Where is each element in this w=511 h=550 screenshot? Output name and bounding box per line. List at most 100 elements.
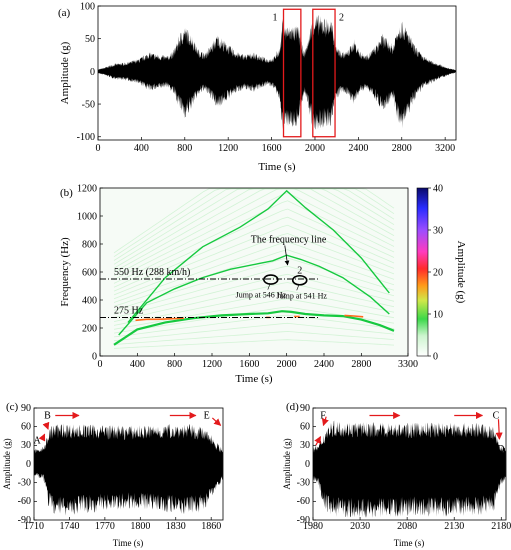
panel-b-colorbar-tick-label: 10 [433,310,443,321]
panel-d-ytick-label: -30 [297,477,310,488]
panel-b-colorbar [416,187,429,357]
panel-a-ytick-label: 50 [85,34,95,45]
panel-b-xtick-label: 3300 [398,359,418,370]
panel-b-jump-marker [291,274,308,286]
panel-d-ylabel: Amplitude (g) [282,438,292,489]
panel-d-marker-label: C [493,410,500,421]
panel-c-xtick-label: 1770 [95,521,115,532]
panel-b-xtick-label: 800 [167,359,182,370]
panel-b-jump-pointer [267,284,271,290]
panel-c-ytick-label: 0 [26,459,31,470]
panel-b-xtick-label: 2400 [314,359,334,370]
panel-a-xlabel: Time (s) [258,161,296,173]
panel-d-xtick-label: 2080 [397,521,417,532]
panel-a-xtick-label: 2000 [305,143,325,154]
panel-b-ref-label: 550 Hz (288 km/h) [114,267,190,278]
panel-c-arrow [211,417,222,426]
panel-c-label: (c) [6,401,19,413]
panel-c-ytick-label: -90 [18,515,31,526]
panel-b-harmonic [113,249,395,307]
panel-b-ytick-label: 1000 [77,212,97,223]
panel-c-marker-label: B [44,410,51,421]
panel-b-harmonic [113,188,395,254]
panel-a-ytick-label: -100 [77,132,95,143]
panel-c-xtick-label: 1860 [201,521,221,532]
panel-d-ytick-label: 90 [300,403,310,414]
panel-b-harmonic [113,273,395,319]
panel-c: (c) A B E 1710 1740 1770 1800 1830 1860 -90 -60 -3… [2,401,224,548]
panel-b-colorbar-label: Amplitude (g) [455,241,467,304]
panel-b-harmonic [113,339,395,349]
panel-b-ridge [127,189,390,323]
panel-b-ridge [118,254,390,336]
panel-d-xtick-label: 1980 [303,521,323,532]
panel-b-label: (b) [60,187,73,199]
panel-d-marker-label: F [320,410,326,421]
panel-b-harmonic [113,331,395,345]
panel-d-frame [312,407,507,521]
panel-b-harmonic [113,188,395,277]
panel-d: (d) F C D 1980 2030 2080 2130 2180 -90 -60 -30 0 30… [282,401,511,548]
panel-c-ytick-label: 30 [21,440,31,451]
panel-b-harmonic [113,233,395,300]
panel-b-colorbar-tick-label: 0 [433,352,438,363]
panel-a-label: (a) [58,7,71,19]
panel-a-frame [97,5,457,141]
panel-d-ytick-label: 0 [305,459,310,470]
panel-b-ytick-label: 200 [82,324,97,335]
panel-c-xlabel: Time (s) [113,538,143,548]
panel-b-ytick-label: 600 [82,268,97,279]
panel-b-harmonic [113,290,395,326]
panel-b-frame [99,187,409,357]
panel-a-ylabel: Amplitude (g) [59,41,71,104]
panel-a-xtick-label: 1600 [262,143,282,154]
panel-d-ytick-label: 30 [300,440,310,451]
panel-d-ytick-label: -90 [297,515,310,526]
panel-b-harmonic [113,282,395,322]
panel-b-jump-label: Jump at 546 Hz [236,291,287,300]
panel-b-harmonic [113,216,395,292]
panel-c-ylabel: Amplitude (g) [2,438,12,489]
panel-b-jump-tag: 2 [297,265,302,276]
panel-b-xtick-label: 400 [130,359,145,370]
panel-b-harmonic [113,208,395,288]
panel-b-colorbar-tick-label: 30 [433,226,443,237]
panel-b-xtick-label: 0 [98,359,103,370]
panel-b-colorbar-tick-label: 40 [433,184,443,195]
panel-b-harmonic [113,322,395,342]
panel-b-harmonic [113,241,395,303]
panel-b: (b) 550 Hz (288 km/h) 275 Hz The frequenc… [59,184,467,386]
panel-c-arrow [42,421,50,430]
panel-b-ytick-label: 800 [82,240,97,251]
panel-c-arrow [38,433,46,442]
panel-b-harmonic [113,200,395,284]
panel-a-xtick-label: 1200 [218,143,238,154]
panel-c-xtick-label: 1710 [24,521,44,532]
panel-c-ytick-label: 90 [21,403,31,414]
panel-b-harmonic [113,188,395,273]
panel-a-xtick-label: 3200 [435,143,455,154]
panel-a-xtick-label: 400 [134,143,149,154]
panel-a-xtick-label: 2400 [348,143,368,154]
panel-d-arrow [495,419,503,440]
panel-b-hot-segment [344,314,364,318]
panel-b-ref-label: 275 Hz [114,306,144,317]
panel-b-frequency-line-label: The frequency line [251,235,327,246]
panel-c-marker-label: E [204,410,210,421]
panel-a-xtick-label: 0 [96,143,101,154]
panel-b-xtick-label: 2800 [351,359,371,370]
panel-b-ytick-label: 0 [92,352,97,363]
panel-b-ridge [113,310,395,346]
panel-d-label: (d) [286,401,299,413]
panel-a-region-2 [312,8,336,138]
panel-c-frame [33,407,224,521]
panel-d-xlabel: Time (s) [394,538,424,548]
panel-c-marker-label: A [34,435,42,446]
panel-c-xtick-label: 1740 [59,521,79,532]
panel-c-ytick-label: -30 [18,477,31,488]
panel-a-region-label: 1 [273,12,278,23]
panel-b-xlabel: Time (s) [235,373,273,385]
panel-d-ytick-label: -60 [297,496,310,507]
panel-d-xtick-label: 2030 [350,521,370,532]
panel-a-ytick-label: -50 [82,100,95,111]
